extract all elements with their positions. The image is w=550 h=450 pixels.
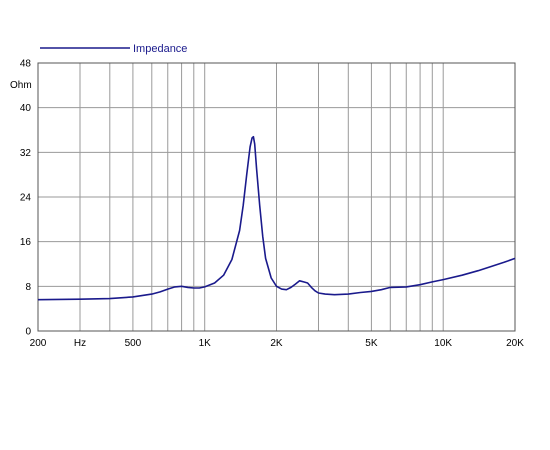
y-tick-label: 48 [20, 59, 32, 70]
x-tick-label: 10K [434, 338, 452, 349]
legend: Impedance [40, 43, 187, 55]
y-tick-label: 32 [20, 148, 32, 159]
x-tick-label: 200 [30, 338, 47, 349]
x-tick-label: 500 [125, 338, 142, 349]
plot-frame [37, 62, 516, 332]
y-tick-label: 16 [20, 237, 32, 248]
series-layer [37, 135, 516, 301]
x-tick-label: Hz [74, 338, 86, 349]
y-tick-label: 24 [20, 193, 32, 204]
y-tick-label: 0 [25, 327, 31, 338]
grid [37, 62, 516, 332]
x-tick-label: 20K [506, 338, 524, 349]
x-tick-label: 5K [365, 338, 378, 349]
x-tick-label: 2K [270, 338, 283, 349]
y-unit-label: Ohm [10, 80, 32, 91]
x-axis-ticks: 200 Hz 500 1K 2K 5K 10K 20K [30, 338, 525, 349]
legend-label: Impedance [133, 43, 187, 55]
y-axis-ticks: 0 8 16 24 32 40 48 [20, 59, 32, 338]
impedance-series-line [37, 135, 516, 301]
x-tick-label: 1K [199, 338, 212, 349]
y-tick-label: 40 [20, 103, 32, 114]
y-tick-label: 8 [25, 282, 31, 293]
